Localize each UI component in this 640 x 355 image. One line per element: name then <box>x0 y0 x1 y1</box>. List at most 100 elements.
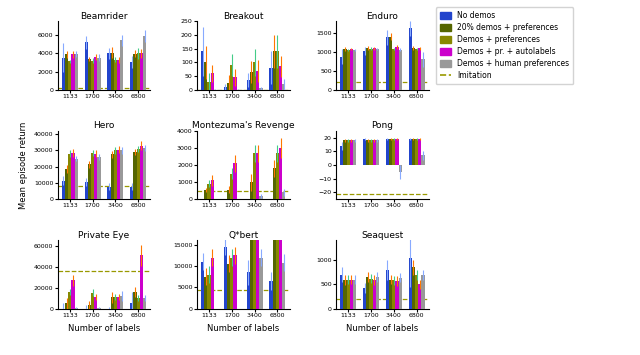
Bar <box>114 151 117 199</box>
Bar <box>120 40 124 90</box>
Bar <box>259 196 262 199</box>
Bar <box>130 302 133 309</box>
Bar <box>224 87 227 90</box>
Bar <box>114 60 117 90</box>
Bar <box>65 169 68 199</box>
Bar <box>120 296 124 309</box>
Bar <box>120 151 124 199</box>
Bar <box>340 57 344 90</box>
Bar <box>114 297 117 309</box>
Title: Q*bert: Q*bert <box>228 231 259 240</box>
Bar <box>386 37 389 90</box>
Bar <box>224 247 227 309</box>
Bar <box>396 139 399 165</box>
Bar <box>207 275 211 309</box>
Bar <box>386 139 389 165</box>
Bar <box>363 51 366 90</box>
Bar <box>418 48 421 90</box>
Bar <box>376 49 379 90</box>
Bar <box>227 83 230 90</box>
Bar <box>97 308 100 309</box>
Bar <box>415 49 418 90</box>
Bar <box>136 149 140 199</box>
Bar <box>273 169 276 199</box>
Bar <box>421 59 424 90</box>
Bar <box>399 278 402 309</box>
Bar <box>72 153 75 199</box>
Bar <box>97 58 100 90</box>
Bar <box>412 267 415 309</box>
Bar <box>350 49 353 90</box>
Bar <box>136 298 140 309</box>
Bar <box>282 263 285 309</box>
Bar <box>399 165 402 172</box>
Bar <box>279 66 282 90</box>
Bar <box>369 49 372 90</box>
Bar <box>65 304 68 309</box>
Bar <box>376 141 379 165</box>
Bar <box>372 48 376 90</box>
Bar <box>108 53 111 90</box>
Bar <box>408 28 412 90</box>
Bar <box>94 154 97 199</box>
Bar <box>143 148 146 199</box>
Bar <box>344 49 347 90</box>
Bar <box>347 279 350 309</box>
Bar <box>392 139 396 165</box>
Bar <box>117 60 120 90</box>
Bar <box>389 37 392 90</box>
Bar <box>347 141 350 165</box>
Bar <box>250 72 253 90</box>
Title: Breakout: Breakout <box>223 11 264 21</box>
Bar <box>68 61 72 90</box>
Bar <box>259 257 262 309</box>
Bar <box>418 139 421 165</box>
Bar <box>207 184 211 199</box>
Bar <box>366 141 369 165</box>
Bar <box>204 190 207 199</box>
Bar <box>111 297 114 309</box>
Bar <box>108 187 111 199</box>
Bar <box>350 279 353 309</box>
Bar <box>234 77 237 90</box>
Bar <box>234 255 237 309</box>
Bar <box>72 54 75 90</box>
Title: Hero: Hero <box>93 121 115 130</box>
Bar <box>140 146 143 199</box>
Bar <box>353 279 356 309</box>
Bar <box>201 51 204 90</box>
Title: Pong: Pong <box>371 121 394 130</box>
X-axis label: Number of labels: Number of labels <box>207 323 279 333</box>
Bar <box>204 277 207 309</box>
Bar <box>75 54 78 90</box>
Bar <box>68 154 72 199</box>
Bar <box>396 281 399 309</box>
Legend: No demos, 20% demos + preferences, Demos + preferences, Demos + pr. + autolabels: No demos, 20% demos + preferences, Demos… <box>436 7 573 84</box>
Bar <box>256 91 259 309</box>
Bar <box>273 51 276 90</box>
Bar <box>415 275 418 309</box>
Bar <box>256 71 259 90</box>
Bar <box>369 141 372 165</box>
Bar <box>347 50 350 90</box>
Bar <box>68 292 72 309</box>
Title: Beamrider: Beamrider <box>80 11 128 21</box>
Bar <box>415 139 418 165</box>
Bar <box>65 54 68 90</box>
Bar <box>344 141 347 165</box>
Bar <box>230 174 234 199</box>
Bar <box>88 164 91 199</box>
Bar <box>353 50 356 90</box>
Bar <box>143 36 146 90</box>
Bar <box>94 57 97 90</box>
Bar <box>84 42 88 90</box>
Bar <box>88 59 91 90</box>
Title: Seaquest: Seaquest <box>361 231 404 240</box>
Bar <box>369 279 372 309</box>
Bar <box>234 163 237 199</box>
Bar <box>91 61 94 90</box>
Bar <box>282 84 285 90</box>
Bar <box>372 280 376 309</box>
Bar <box>201 262 204 309</box>
Bar <box>253 153 256 199</box>
